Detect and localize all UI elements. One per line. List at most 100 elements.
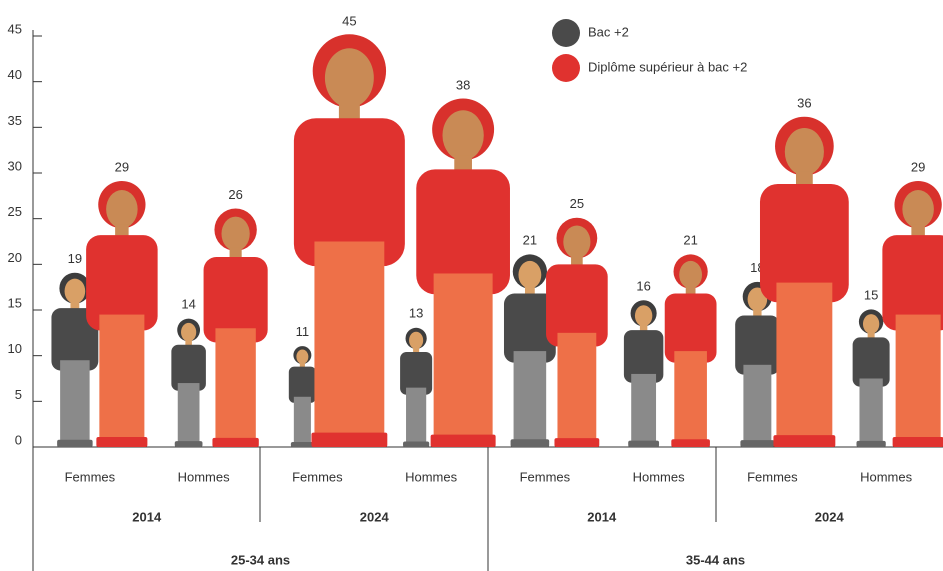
legs bbox=[294, 397, 311, 444]
value-label: 29 bbox=[115, 160, 129, 175]
person-figure bbox=[289, 346, 316, 447]
person-figure bbox=[735, 282, 779, 447]
y-tick-label: 20 bbox=[8, 250, 22, 265]
value-label: 21 bbox=[523, 233, 537, 248]
y-tick-label: 35 bbox=[8, 113, 22, 128]
shoes bbox=[57, 440, 93, 447]
person-figure bbox=[760, 117, 849, 447]
shoes bbox=[311, 433, 387, 447]
shoes bbox=[175, 441, 203, 447]
year-label: 2024 bbox=[360, 509, 390, 524]
face bbox=[635, 305, 652, 326]
shoes bbox=[773, 435, 835, 447]
shoes bbox=[628, 441, 659, 447]
legs bbox=[776, 283, 832, 438]
legs bbox=[314, 242, 384, 435]
face bbox=[181, 323, 196, 341]
legend-label: Bac +2 bbox=[588, 24, 629, 39]
value-label: 11 bbox=[296, 324, 310, 339]
y-tick-label: 45 bbox=[8, 21, 22, 36]
y-tick-label: 5 bbox=[15, 387, 22, 402]
x-tick-label: Femmes bbox=[747, 469, 798, 484]
y-tick-label: 15 bbox=[8, 295, 22, 310]
legs bbox=[99, 315, 144, 439]
age-group-label: 25-34 ans bbox=[231, 552, 290, 567]
face bbox=[563, 225, 590, 258]
face bbox=[785, 128, 824, 176]
legs bbox=[434, 273, 493, 436]
value-label: 14 bbox=[181, 297, 195, 312]
person-figure bbox=[416, 98, 510, 447]
legs bbox=[178, 383, 200, 443]
value-label: 19 bbox=[68, 251, 82, 266]
value-label: 25 bbox=[570, 196, 584, 211]
value-label: 13 bbox=[409, 306, 423, 321]
value-label: 38 bbox=[456, 77, 470, 92]
shoes bbox=[431, 435, 496, 447]
x-tick-label: Femmes bbox=[520, 469, 571, 484]
face bbox=[325, 48, 374, 107]
person-figure bbox=[171, 319, 206, 447]
year-label: 2014 bbox=[132, 509, 162, 524]
x-tick-label: Hommes bbox=[633, 469, 686, 484]
shoes bbox=[554, 438, 599, 447]
year-label: 2024 bbox=[815, 509, 845, 524]
shoes bbox=[96, 437, 147, 447]
value-label: 26 bbox=[228, 187, 242, 202]
legs bbox=[896, 315, 941, 439]
x-tick-label: Hommes bbox=[178, 469, 231, 484]
x-tick-label: Femmes bbox=[292, 469, 343, 484]
legs bbox=[60, 360, 90, 442]
y-tick-label: 30 bbox=[8, 158, 22, 173]
legs bbox=[514, 351, 547, 441]
person-figure bbox=[882, 181, 943, 447]
legs bbox=[743, 365, 771, 442]
legend-swatch bbox=[552, 19, 580, 47]
shoes bbox=[856, 441, 885, 447]
face bbox=[902, 190, 934, 228]
chart: 0 5 10 15 20 25 30 35 40 45 Bac +2 Diplôme supérieu… bbox=[0, 0, 943, 571]
age-group-label: 35-44 ans bbox=[686, 552, 745, 567]
person-figure bbox=[624, 300, 663, 447]
value-label: 29 bbox=[911, 160, 925, 175]
legs bbox=[859, 379, 882, 443]
value-label: 45 bbox=[342, 13, 356, 28]
shoes bbox=[403, 441, 429, 447]
person-figure bbox=[546, 218, 608, 447]
legs bbox=[215, 328, 255, 440]
person-figure bbox=[665, 254, 717, 447]
person-figure bbox=[204, 209, 268, 447]
shoes bbox=[212, 438, 258, 447]
x-tick-label: Hommes bbox=[860, 469, 913, 484]
shoes bbox=[671, 439, 710, 447]
legend-label: Diplôme supérieur à bac +2 bbox=[588, 59, 747, 74]
face bbox=[409, 332, 423, 349]
year-label: 2014 bbox=[587, 509, 617, 524]
value-label: 36 bbox=[797, 96, 811, 111]
shoes bbox=[893, 437, 943, 447]
legs bbox=[674, 351, 707, 441]
x-tick-label: Hommes bbox=[405, 469, 458, 484]
y-tick-label: 40 bbox=[8, 67, 22, 82]
face bbox=[296, 350, 308, 365]
value-label: 21 bbox=[683, 233, 697, 248]
shoes bbox=[740, 440, 774, 447]
legs bbox=[406, 388, 426, 444]
y-tick-label: 0 bbox=[15, 432, 22, 447]
shoes bbox=[291, 442, 314, 447]
legs bbox=[557, 333, 596, 440]
face bbox=[65, 279, 86, 304]
face bbox=[442, 110, 483, 160]
person-figure bbox=[853, 309, 890, 447]
person-figure bbox=[400, 328, 432, 447]
value-label: 16 bbox=[636, 278, 650, 293]
face bbox=[106, 190, 138, 228]
legs bbox=[631, 374, 656, 443]
person-figure bbox=[86, 181, 158, 447]
y-tick-label: 10 bbox=[8, 341, 22, 356]
face bbox=[679, 261, 702, 289]
face bbox=[518, 261, 541, 289]
shoes bbox=[511, 439, 550, 447]
value-label: 15 bbox=[864, 287, 878, 302]
legend-swatch bbox=[552, 54, 580, 82]
